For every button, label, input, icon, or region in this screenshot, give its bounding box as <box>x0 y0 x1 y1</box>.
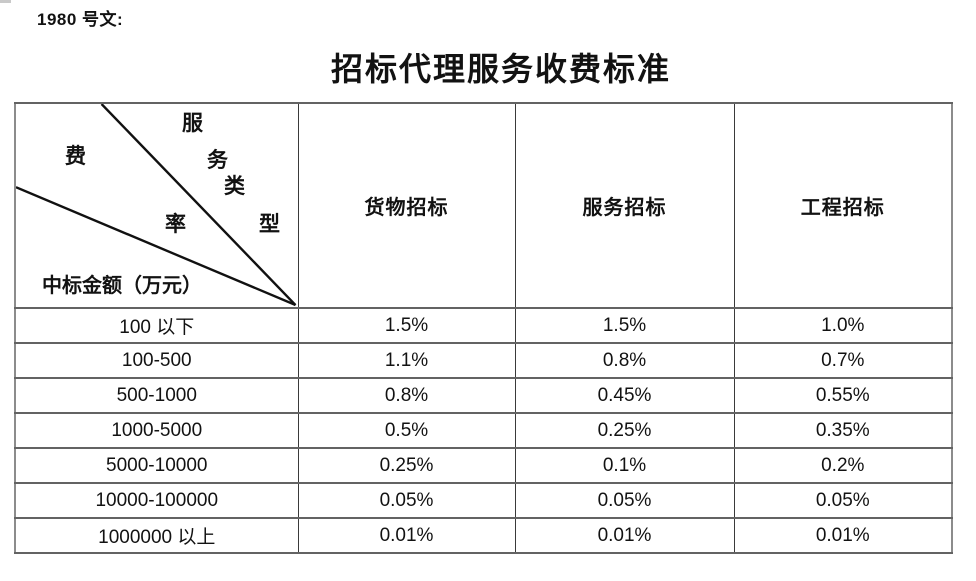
stub-amount-label: 中标金额（万元） <box>42 275 202 297</box>
stub-service-type-char: 服 <box>182 111 203 135</box>
stub-service-type-char: 务 <box>207 148 228 172</box>
table-row: 5000-10000 0.25% 0.1% 0.2% <box>14 447 953 484</box>
fee-cell: 0.01% <box>297 517 516 554</box>
fee-cell: 0.5% <box>297 412 516 449</box>
table-row: 1000-5000 0.5% 0.25% 0.35% <box>14 412 953 449</box>
row-label: 100-500 <box>14 342 299 379</box>
fee-cell: 0.01% <box>514 517 735 554</box>
table-row: 100 以下 1.5% 1.5% 1.0% <box>14 307 953 344</box>
stub-service-type-char: 型 <box>259 212 280 236</box>
diagonal-lines <box>16 105 297 306</box>
table-row: 500-1000 0.8% 0.45% 0.55% <box>14 377 953 414</box>
fee-cell: 0.35% <box>733 412 953 449</box>
fee-cell: 0.25% <box>297 447 516 484</box>
column-header-service-bidding: 服务招标 <box>514 102 735 309</box>
fee-cell: 0.05% <box>297 482 516 519</box>
fee-cell: 0.8% <box>297 377 516 414</box>
fee-cell: 1.0% <box>733 307 953 344</box>
table-corner-cell: 服 务 类 型 费 率 中标金额（万元） <box>14 102 299 309</box>
fee-cell: 0.01% <box>733 517 953 554</box>
fee-table: 服 务 类 型 费 率 中标金额（万元） 货物招标 服务招标 工程招标 100 … <box>14 102 953 554</box>
fee-cell: 0.45% <box>514 377 735 414</box>
fee-cell: 0.2% <box>733 447 953 484</box>
fee-cell: 0.55% <box>733 377 953 414</box>
stub-fee-rate-char: 率 <box>165 212 186 236</box>
table-row: 1000000 以上 0.01% 0.01% 0.01% <box>14 517 953 554</box>
fee-cell: 1.5% <box>297 307 516 344</box>
table-row: 10000-100000 0.05% 0.05% 0.05% <box>14 482 953 519</box>
fee-cell: 0.7% <box>733 342 953 379</box>
row-label: 500-1000 <box>14 377 299 414</box>
fee-cell: 0.25% <box>514 412 735 449</box>
fee-cell: 0.8% <box>514 342 735 379</box>
fee-cell: 0.05% <box>733 482 953 519</box>
fee-cell: 0.1% <box>514 447 735 484</box>
fee-cell: 1.1% <box>297 342 516 379</box>
fee-cell: 0.05% <box>514 482 735 519</box>
stub-fee-rate-char: 费 <box>65 144 86 168</box>
table-header-row: 服 务 类 型 费 率 中标金额（万元） 货物招标 服务招标 工程招标 <box>14 102 953 309</box>
column-header-engineering-bidding: 工程招标 <box>733 102 953 309</box>
page-title: 招标代理服务收费标准 <box>330 51 671 87</box>
row-label: 5000-10000 <box>14 447 299 484</box>
row-label: 1000000 以上 <box>14 517 299 554</box>
column-header-goods-bidding: 货物招标 <box>297 102 516 309</box>
row-label: 100 以下 <box>14 307 299 344</box>
corner-artifact <box>0 0 11 3</box>
fee-cell: 1.5% <box>514 307 735 344</box>
stub-service-type-char: 类 <box>224 174 245 198</box>
row-label: 1000-5000 <box>14 412 299 449</box>
table-row: 100-500 1.1% 0.8% 0.7% <box>14 342 953 379</box>
document-ref-label: 1980 号文: <box>37 10 124 29</box>
row-label: 10000-100000 <box>14 482 299 519</box>
